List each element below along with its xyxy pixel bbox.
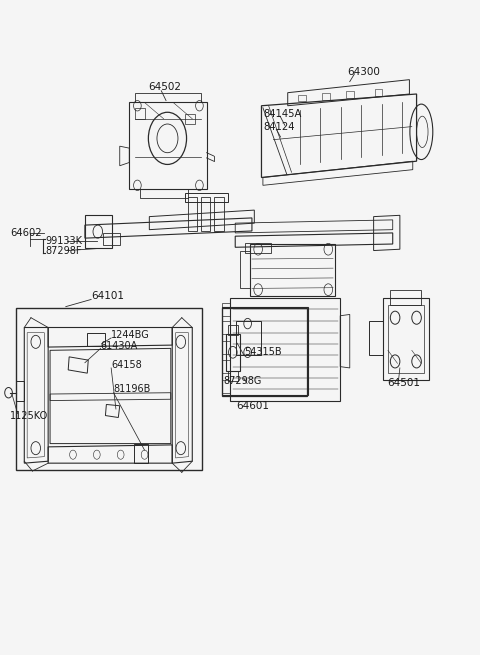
- Text: 84124: 84124: [263, 122, 294, 132]
- Text: 64602: 64602: [10, 228, 42, 238]
- Text: 84145A: 84145A: [263, 109, 301, 119]
- Text: 64501: 64501: [387, 378, 420, 388]
- Text: 1125KO: 1125KO: [10, 411, 48, 421]
- Text: 87298G: 87298G: [224, 376, 262, 386]
- Text: 54315B: 54315B: [244, 347, 281, 357]
- Bar: [374, 89, 382, 96]
- Text: 64101: 64101: [91, 291, 124, 301]
- Text: 81196B: 81196B: [114, 384, 151, 394]
- Text: 1244BG: 1244BG: [111, 330, 150, 341]
- Bar: [228, 371, 238, 381]
- Bar: [228, 325, 238, 335]
- Bar: [135, 108, 144, 119]
- Bar: [346, 91, 354, 98]
- Text: 64502: 64502: [148, 83, 181, 92]
- Bar: [222, 307, 308, 396]
- Text: 61430A: 61430A: [101, 341, 138, 351]
- Text: 64158: 64158: [111, 360, 142, 370]
- Text: 64601: 64601: [236, 401, 269, 411]
- Text: 64300: 64300: [348, 67, 380, 77]
- Text: 87298F: 87298F: [45, 246, 82, 255]
- Bar: [185, 113, 195, 124]
- Text: 99133K: 99133K: [45, 236, 82, 246]
- Bar: [16, 308, 202, 470]
- Bar: [322, 93, 330, 100]
- Bar: [298, 95, 306, 102]
